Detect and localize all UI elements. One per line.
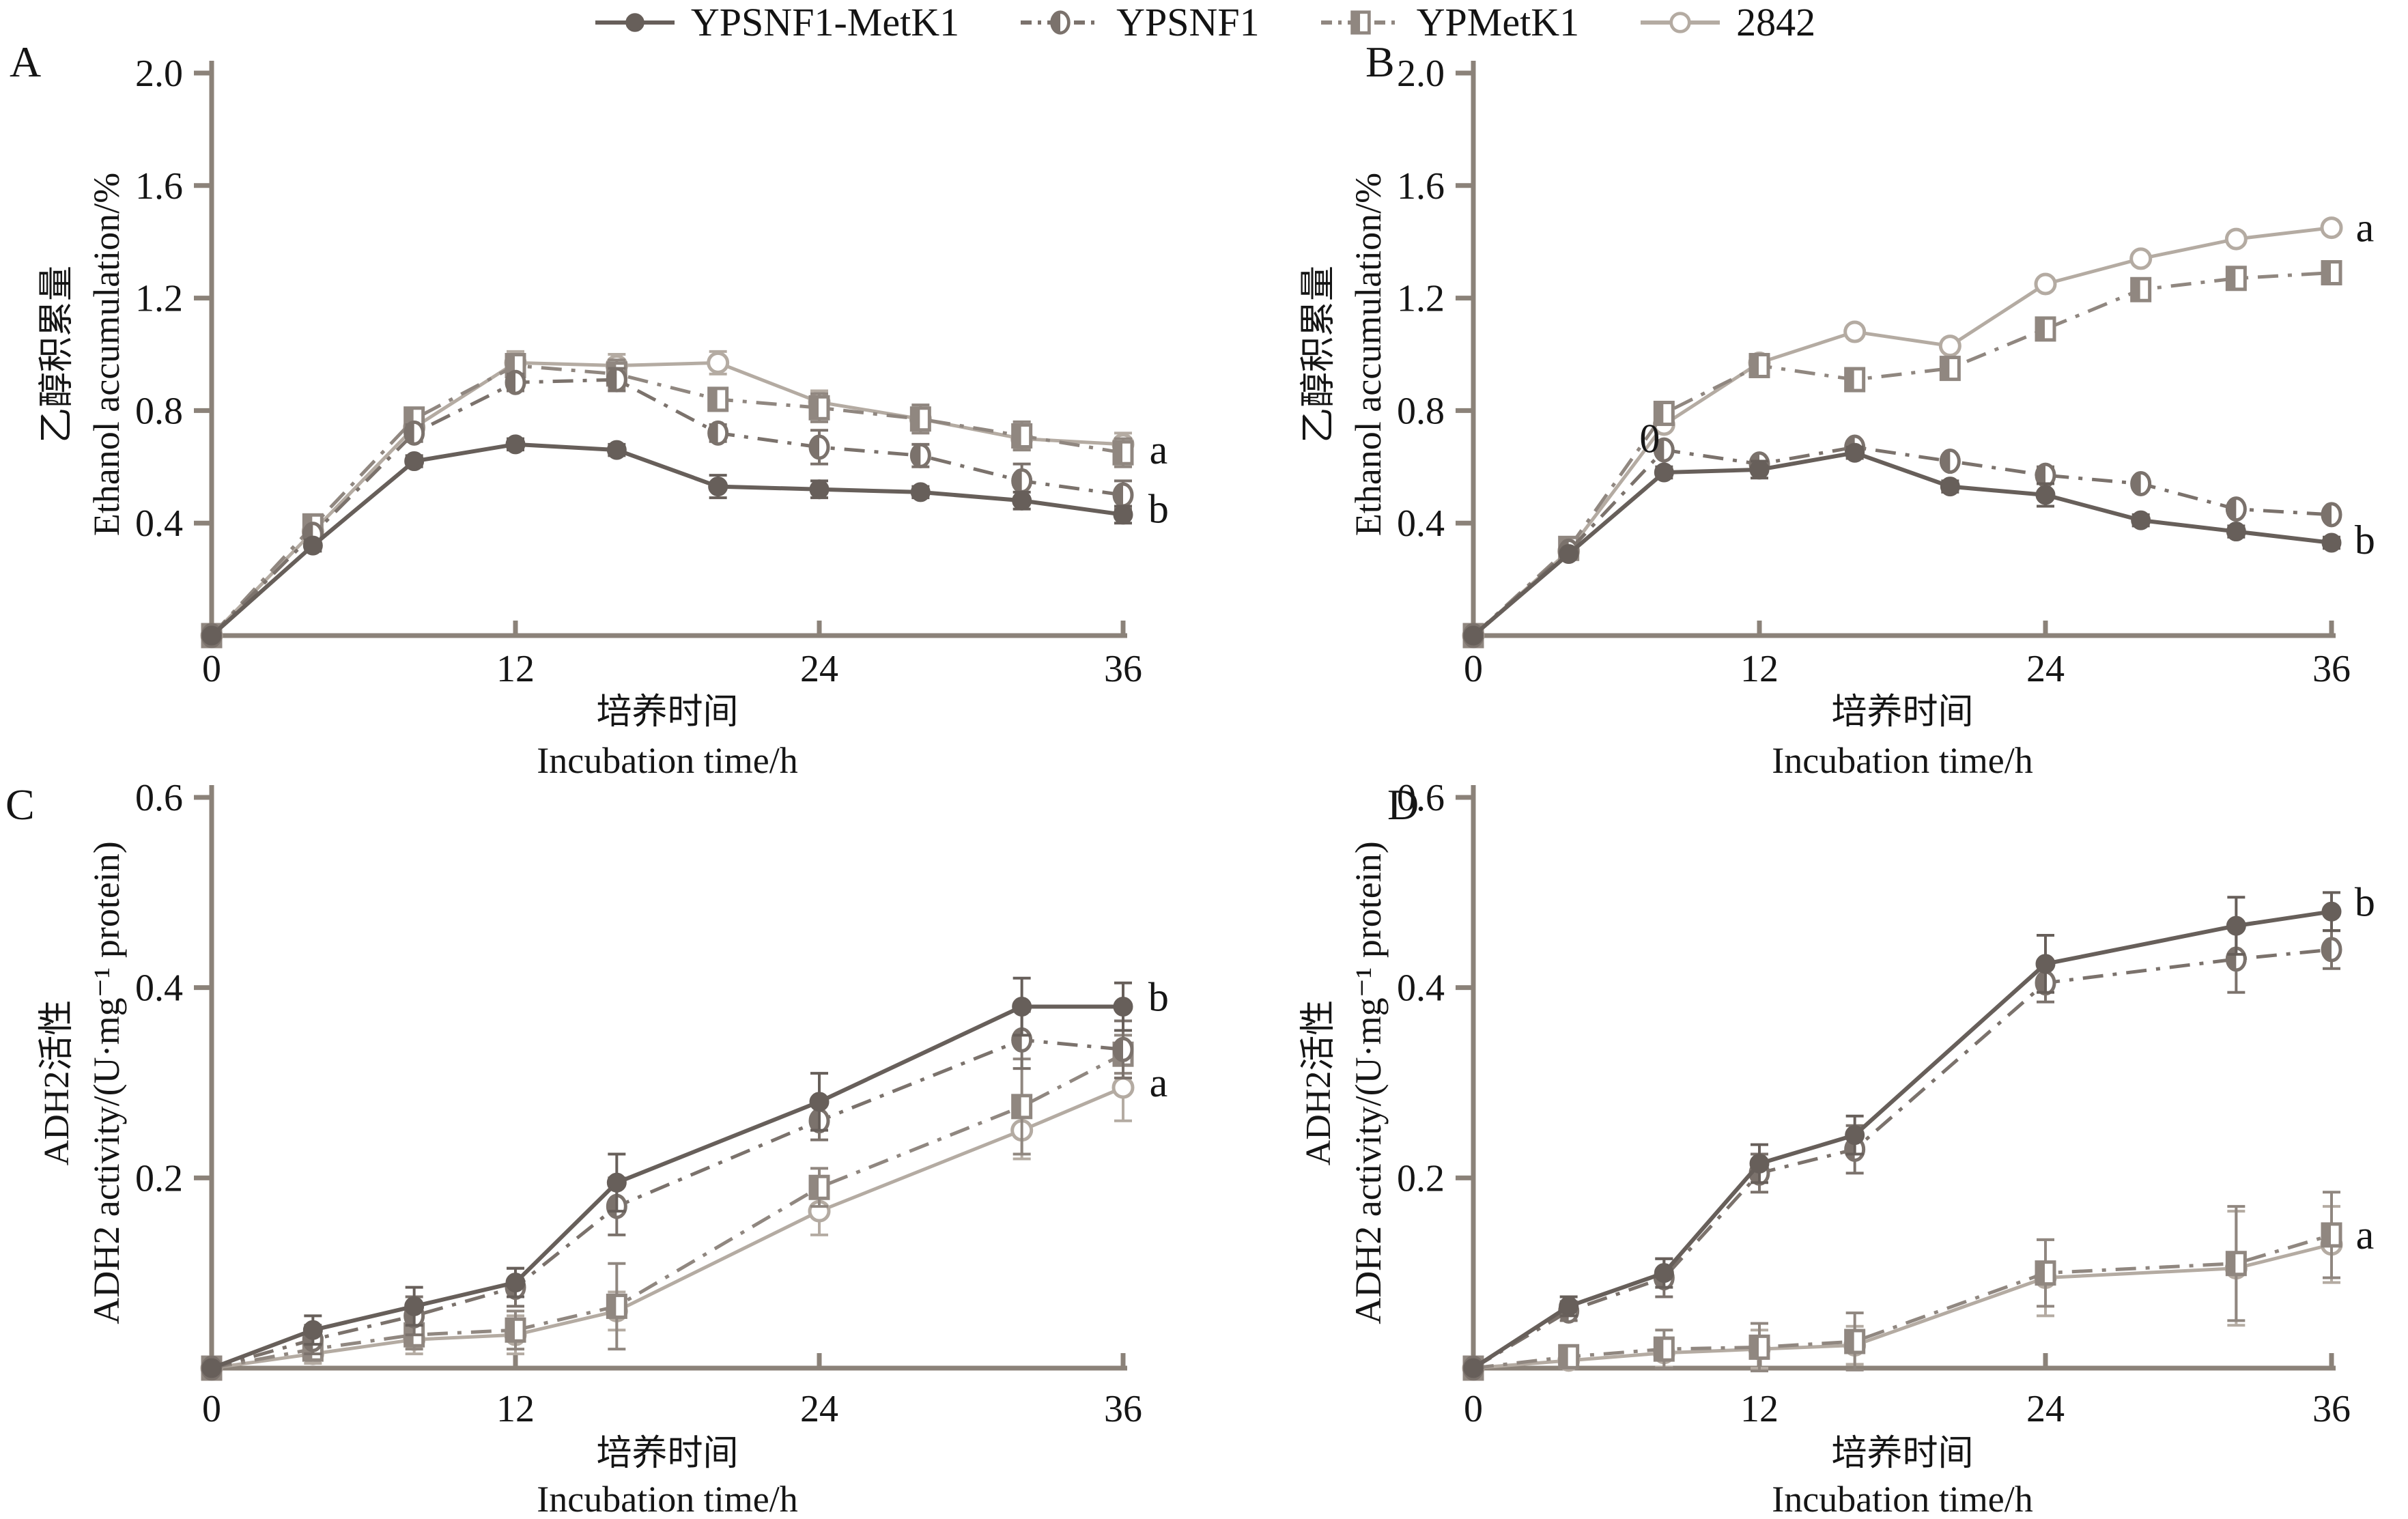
x-axis-title-cn: 培养时间: [1831, 693, 1973, 732]
y-axis-title-cn: 乙醇积累量: [38, 266, 76, 443]
y-tick-label: 0.6: [1397, 777, 1445, 819]
axes: 0.4 0.8 1.2 1.6 2.0 0 12 24 36: [135, 53, 1142, 690]
annotation-0: 0: [1639, 416, 1660, 462]
x-tick-label: 12: [1740, 1388, 1779, 1430]
x-axis-title-en: Incubation time/h: [1772, 740, 2032, 781]
y-tick-label: 0.6: [135, 777, 183, 819]
y-tick-label: 1.6: [1397, 165, 1445, 208]
y-tick-label: 0.4: [135, 502, 183, 545]
y-tick-label: 0.2: [1397, 1157, 1445, 1199]
panel-d: 0.2 0.4 0.6 0 12 24 36 培养时间 Incubation time/h ADH…: [1299, 777, 2375, 1519]
y-tick-label: 1.2: [135, 278, 183, 320]
x-axis-title-cn: 培养时间: [596, 693, 738, 732]
x-tick-label: 24: [2026, 1388, 2065, 1430]
annotation-a: a: [2356, 205, 2375, 251]
y-axis-title-cn: 乙醇积累量: [1299, 266, 1338, 443]
y-tick-label: 0.8: [135, 390, 183, 432]
x-axis-title-cn: 培养时间: [1831, 1434, 1973, 1473]
x-tick-label: 0: [202, 1388, 221, 1430]
legend-label: YPSNF1-MetK1: [690, 0, 960, 44]
legend-label: 2842: [1736, 0, 1816, 44]
open-circle-marker-icon: [1638, 6, 1723, 39]
series-ypsnf1-metk1: [201, 976, 1133, 1378]
y-tick-label: 1.2: [1397, 278, 1445, 320]
panel-letter: C: [5, 780, 35, 829]
panel-b: 0.4 0.8 1.2 1.6 2.0 0 12 24 36 培养时间 Incubation tim…: [1299, 38, 2375, 781]
series-ypmetk1: [1462, 260, 2342, 649]
annotation-b: b: [2355, 879, 2375, 924]
annotation-b: b: [1148, 487, 1169, 532]
x-tick-label: 12: [496, 1388, 535, 1430]
x-tick-label: 36: [1104, 1388, 1142, 1430]
annotation-a: a: [2356, 1212, 2375, 1258]
panel-letter: A: [10, 38, 41, 86]
x-tick-label: 24: [800, 648, 838, 690]
series-ypsnf1: [1462, 924, 2342, 1381]
legend-label: YPSNF1: [1116, 0, 1260, 44]
x-tick-label: 36: [1104, 648, 1142, 690]
panel-a: 0.4 0.8 1.2 1.6 2.0 0 12 24 36 培养时间 Incubation tim…: [10, 38, 1169, 781]
y-tick-label: 0.4: [135, 967, 183, 1010]
annotation-a: a: [1150, 427, 1168, 472]
x-tick-label: 12: [1740, 648, 1779, 690]
series-2842: [1462, 216, 2343, 647]
annotation-a: a: [1150, 1060, 1168, 1105]
y-axis-title-cn: ADH2活性: [38, 1000, 76, 1166]
y-axis-title-en: ADH2 activity/(U·mg⁻¹ protein): [86, 841, 127, 1324]
half-circle-marker-icon: [1018, 6, 1103, 39]
half-square-marker-icon: [1318, 6, 1403, 39]
y-tick-label: 0.4: [1397, 502, 1445, 545]
y-tick-label: 0.2: [135, 1157, 183, 1199]
y-tick-label: 0.8: [1397, 390, 1445, 432]
x-axis-title-en: Incubation time/h: [537, 1479, 797, 1519]
y-tick-label: 0.4: [1397, 967, 1445, 1010]
x-tick-label: 0: [1464, 1388, 1483, 1430]
x-axis-title-en: Incubation time/h: [537, 740, 797, 781]
legend-label: YPMetK1: [1416, 0, 1580, 44]
y-tick-label: 1.6: [135, 165, 183, 208]
y-axis-title-en: Ethanol accumulation/%: [86, 173, 127, 536]
y-axis-title-cn: ADH2活性: [1299, 1000, 1338, 1166]
x-tick-label: 12: [496, 648, 535, 690]
panel-c: 0.2 0.4 0.6 0 12 24 36 培养时间 Incubation time/h ADH…: [5, 777, 1169, 1519]
series-ypsnf1-metk1: [1463, 891, 2342, 1378]
x-tick-label: 24: [2026, 648, 2065, 690]
legend-item-ypsnf1-metk1: YPSNF1-MetK1: [593, 3, 959, 42]
panel-letter: D: [1387, 780, 1419, 829]
axes: 0.2 0.4 0.6 0 12 24 36: [135, 777, 1142, 1430]
series-ypsnf1-metk1: [201, 434, 1133, 646]
y-tick-label: 2.0: [135, 53, 183, 95]
panel-letter: B: [1365, 38, 1395, 86]
filled-circle-marker-icon: [593, 6, 677, 39]
x-tick-label: 24: [800, 1388, 838, 1430]
y-tick-label: 2.0: [1397, 53, 1445, 95]
annotation-b: b: [1148, 975, 1169, 1020]
series-2842: [1462, 1205, 2343, 1380]
legend-item-ypmetk1: YPMetK1: [1318, 3, 1579, 42]
series-ypsnf1: [201, 367, 1134, 649]
series-ypmetk1: [201, 1034, 1134, 1381]
x-axis-title-en: Incubation time/h: [1772, 1479, 2032, 1519]
legend-item-2842: 2842: [1638, 3, 1815, 42]
series-ypsnf1-metk1: [1463, 442, 2342, 646]
axes: 0.2 0.4 0.6 0 12 24 36: [1397, 777, 2351, 1430]
x-axis-title-cn: 培养时间: [596, 1434, 738, 1473]
x-tick-label: 0: [1464, 648, 1483, 690]
series-ypmetk1: [1462, 1191, 2342, 1381]
x-tick-label: 36: [2312, 648, 2351, 690]
y-axis-title-en: ADH2 activity/(U·mg⁻¹ protein): [1348, 841, 1389, 1324]
annotation-b: b: [2355, 517, 2375, 563]
x-tick-label: 0: [202, 648, 221, 690]
series-2842: [200, 1053, 1135, 1380]
axes: 0.4 0.8 1.2 1.6 2.0 0 12 24 36: [1397, 53, 2351, 690]
legend-item-ypsnf1: YPSNF1: [1018, 3, 1260, 42]
y-axis-title-en: Ethanol accumulation/%: [1348, 173, 1389, 536]
x-tick-label: 36: [2312, 1388, 2351, 1430]
figure-legend: YPSNF1-MetK1 YPSNF1 YPMetK1 2842: [0, 3, 2408, 42]
